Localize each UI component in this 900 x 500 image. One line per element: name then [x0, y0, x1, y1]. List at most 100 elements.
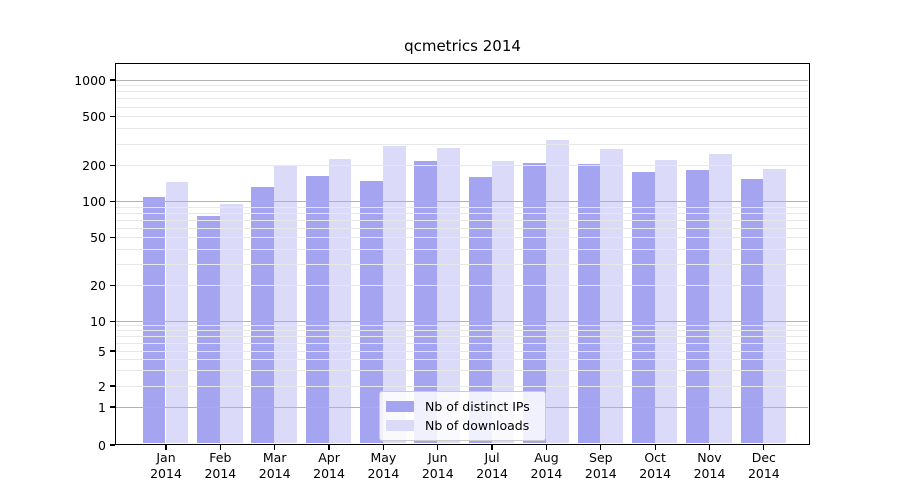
- gridline-minor-2: [116, 385, 808, 387]
- gridline-minor-6: [116, 342, 808, 344]
- y-tick-label-5: 5: [98, 343, 106, 359]
- bar-downloads-sep: [600, 148, 624, 443]
- bar-distinct-ips-may: [360, 181, 383, 443]
- x-tick-label-mar: Mar 2014: [245, 450, 305, 481]
- x-tick-label-sep: Sep 2014: [571, 450, 631, 481]
- x-tick-year: 2014: [693, 465, 726, 481]
- x-tick-mark-mar: [274, 445, 276, 450]
- x-tick-mark-jun: [437, 445, 439, 450]
- bar-distinct-ips-apr: [305, 176, 329, 443]
- y-tick-mark-50: [110, 237, 115, 239]
- gridline-minor-800: [116, 91, 808, 93]
- x-tick-year: 2014: [584, 465, 617, 481]
- x-tick-label-feb: Feb 2014: [190, 450, 250, 481]
- legend-label-downloads: Nb of downloads: [425, 418, 530, 433]
- x-tick-year: 2014: [367, 465, 400, 481]
- x-tick-month: Oct: [644, 450, 666, 465]
- y-tick-mark-2: [110, 385, 115, 387]
- x-tick-year: 2014: [150, 465, 182, 481]
- x-tick-label-jun: Jun 2014: [408, 450, 468, 481]
- legend: Nb of distinct IPs Nb of downloads: [379, 391, 546, 441]
- gridline-minor-9: [116, 325, 808, 327]
- x-tick-label-apr: Apr 2014: [299, 450, 359, 481]
- y-tick-label-2: 2: [98, 378, 106, 394]
- chart-title: qcmetrics 2014: [404, 37, 521, 55]
- x-tick-year: 2014: [639, 465, 672, 481]
- gridline-minor-60: [116, 227, 808, 229]
- gridline-minor-400: [116, 128, 808, 130]
- y-tick-label-0: 0: [98, 437, 106, 453]
- x-tick-mark-oct: [654, 445, 656, 450]
- x-tick-label-nov: Nov 2014: [680, 450, 740, 481]
- y-tick-mark-500: [110, 116, 115, 118]
- y-tick-mark-1000: [110, 79, 115, 81]
- x-tick-year: 2014: [476, 465, 508, 481]
- y-tick-label-1000: 1000: [74, 72, 106, 88]
- plot-area: [115, 63, 810, 445]
- x-tick-label-jul: Jul 2014: [462, 450, 522, 481]
- bar-downloads-apr: [328, 158, 352, 443]
- gridline-minor-8: [116, 330, 808, 332]
- legend-item-downloads: Nb of downloads: [386, 416, 537, 435]
- gridline-minor-7: [116, 336, 808, 338]
- x-tick-month: Apr: [318, 450, 340, 465]
- x-tick-month: Jul: [484, 450, 500, 465]
- y-tick-mark-5: [110, 350, 115, 352]
- bar-downloads-jun: [437, 148, 461, 443]
- y-tick-label-200: 200: [82, 158, 106, 174]
- x-tick-year: 2014: [421, 465, 454, 481]
- bar-distinct-ips-jul: [468, 177, 492, 443]
- x-tick-label-jan: Jan 2014: [136, 450, 196, 481]
- y-tick-label-20: 20: [90, 277, 106, 293]
- gridline-minor-20: [116, 284, 808, 286]
- x-tick-label-dec: Dec 2014: [734, 450, 794, 481]
- x-tick-label-aug: Aug 2014: [516, 450, 576, 481]
- y-tick-label-50: 50: [90, 230, 106, 246]
- gridline-minor-200: [116, 165, 808, 167]
- x-tick-month: Sep: [589, 450, 613, 465]
- x-tick-year: 2014: [747, 465, 780, 481]
- y-tick-mark-100: [110, 201, 115, 203]
- gridline-major-100: [116, 201, 808, 203]
- x-tick-month: Feb: [209, 450, 232, 465]
- legend-item-distinct-ips: Nb of distinct IPs: [386, 397, 537, 416]
- gridline-minor-700: [116, 98, 808, 100]
- bar-distinct-ips-mar: [251, 187, 275, 443]
- bar-downloads-dec: [763, 168, 787, 443]
- x-tick-mark-dec: [763, 445, 765, 450]
- x-tick-month: Jan: [156, 450, 176, 465]
- x-tick-mark-feb: [219, 445, 221, 450]
- x-tick-month: Aug: [534, 450, 559, 465]
- x-tick-month: Dec: [751, 450, 776, 465]
- x-tick-month: May: [370, 450, 397, 465]
- bar-downloads-nov: [709, 154, 732, 443]
- x-tick-year: 2014: [258, 465, 291, 481]
- bar-downloads-mar: [274, 165, 297, 443]
- gridline-minor-40: [116, 248, 808, 250]
- x-tick-mark-sep: [600, 445, 602, 450]
- x-tick-mark-nov: [708, 445, 711, 450]
- bar-distinct-ips-oct: [631, 171, 655, 443]
- y-tick-mark-20: [110, 284, 115, 286]
- gridline-minor-3: [116, 370, 808, 371]
- y-tick-label-100: 100: [82, 194, 106, 210]
- x-tick-mark-jul: [491, 445, 493, 450]
- legend-swatch-downloads: [386, 420, 414, 431]
- y-tick-label-1: 1: [98, 399, 106, 415]
- gridline-minor-900: [116, 85, 808, 87]
- y-tick-mark-200: [110, 165, 115, 167]
- gridline-minor-4: [116, 359, 808, 361]
- x-tick-mark-jan: [165, 445, 167, 450]
- bar-distinct-ips-jun: [414, 160, 438, 443]
- legend-swatch-distinct-ips: [386, 401, 414, 412]
- gridline-major-10: [116, 320, 808, 322]
- y-tick-mark-0: [110, 444, 115, 446]
- gridline-minor-90: [116, 206, 808, 208]
- gridline-minor-80: [116, 212, 808, 214]
- gridline-minor-600: [116, 106, 808, 108]
- bar-downloads-aug: [545, 139, 569, 443]
- x-tick-mark-apr: [328, 445, 330, 450]
- x-tick-year: 2014: [530, 465, 563, 481]
- x-tick-year: 2014: [313, 465, 345, 481]
